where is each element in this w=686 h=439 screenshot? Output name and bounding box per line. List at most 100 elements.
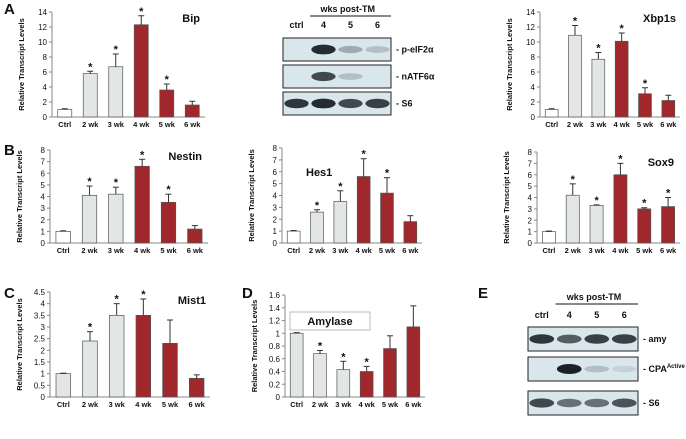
x-tick-label: 4 wk — [359, 400, 376, 409]
bar — [57, 109, 73, 118]
y-axis-label: Relative Transcript Levels — [17, 18, 26, 111]
bar — [336, 369, 351, 398]
x-tick-label: 6 wk — [402, 246, 419, 255]
y-tick-label: 2 — [273, 215, 278, 224]
significance-star: * — [139, 6, 144, 18]
error-bar — [548, 108, 555, 110]
error-bar — [112, 53, 119, 67]
blot-row-text: CPA — [649, 364, 668, 374]
bar — [55, 373, 72, 398]
error-bar — [642, 87, 648, 94]
y-axis-label: Relative Transcript Levels — [247, 149, 256, 242]
x-tick-label: 2 wk — [567, 120, 584, 129]
bar — [310, 211, 324, 244]
significance-star: * — [643, 78, 648, 90]
y-tick-label: 0.2 — [269, 380, 281, 389]
significance-star: * — [165, 74, 170, 86]
error-bar — [163, 83, 170, 90]
bar — [403, 221, 418, 244]
bar — [313, 353, 327, 398]
blot-band — [338, 45, 363, 54]
y-tick-label: 4.5 — [34, 288, 46, 297]
y-tick-label: 4 — [41, 300, 46, 309]
y-tick-label: 0 — [43, 113, 48, 122]
bar — [613, 174, 628, 244]
x-tick-label: 6 wk — [189, 400, 206, 409]
error-bar — [340, 360, 347, 370]
blot-row-text: S6 — [402, 99, 413, 109]
y-tick-label: 4 — [43, 83, 48, 92]
significance-star: * — [88, 322, 93, 334]
error-bar — [595, 52, 602, 60]
blot-row-label: - S6 — [396, 99, 413, 109]
x-tick-label: Ctrl — [287, 246, 300, 255]
panel-label: E — [478, 285, 488, 302]
bar — [661, 100, 676, 118]
y-tick-label: 6 — [531, 68, 536, 77]
x-tick-label: 5 wk — [379, 246, 396, 255]
bar — [380, 192, 394, 244]
blot-lane-label: 5 — [594, 310, 599, 320]
blot-band — [311, 44, 336, 55]
bar — [544, 109, 559, 118]
y-tick-label: 3 — [273, 203, 278, 212]
bar — [286, 230, 301, 244]
y-tick-label: 1.5 — [34, 358, 46, 367]
y-tick-label: 1.2 — [269, 317, 281, 326]
bar — [565, 194, 580, 244]
y-tick-label: 14 — [38, 8, 47, 17]
y-tick-label: 3 — [528, 205, 533, 214]
blot-row-label: - p-eIF2α — [396, 45, 434, 55]
x-tick-label: 6 wk — [184, 120, 201, 129]
x-tick-label: 5 wk — [382, 400, 399, 409]
y-tick-label: 7 — [273, 156, 278, 165]
significance-star: * — [385, 168, 390, 180]
blot-strip — [282, 64, 392, 89]
bar — [638, 93, 652, 118]
error-bar — [167, 319, 173, 344]
x-tick-label: 2 wk — [312, 400, 329, 409]
y-tick-label: 5 — [273, 180, 278, 189]
y-tick-label: 5 — [528, 182, 533, 191]
title-box — [289, 311, 371, 331]
y-tick-label: 6 — [41, 169, 46, 178]
error-bar — [314, 209, 320, 213]
significance-star: * — [318, 340, 323, 352]
panel-label: B — [4, 142, 15, 159]
blot-band — [584, 398, 610, 408]
significance-star: * — [620, 23, 625, 35]
y-tick-label: 2 — [43, 98, 48, 107]
blot-lane-label: 4 — [567, 310, 572, 320]
x-tick-label: 4 wk — [135, 400, 152, 409]
bar — [568, 34, 582, 118]
significance-star: * — [114, 177, 119, 189]
chart-title: Sox9 — [648, 157, 674, 169]
significance-star: * — [115, 294, 120, 306]
x-tick-label: 6 wk — [660, 246, 677, 255]
error-bar — [407, 215, 414, 222]
blot-band — [611, 334, 637, 344]
bar — [333, 201, 348, 244]
y-axis-label: Relative Transcript Levels — [15, 150, 24, 243]
error-bar — [112, 186, 119, 195]
blot-band — [556, 364, 582, 374]
blot-row-text: nATF6α — [402, 72, 435, 82]
x-tick-label: 4 wk — [134, 246, 151, 255]
blot-header: wks post-TM — [566, 292, 622, 302]
bar — [133, 24, 149, 118]
y-axis-label: Relative Transcript Levels — [250, 300, 259, 393]
blot-row-label: - amy — [643, 334, 667, 344]
blot-row-label: - CPAActive — [643, 364, 686, 374]
error-bar — [140, 298, 147, 316]
x-tick-label: 2 wk — [565, 246, 582, 255]
blot-band — [556, 334, 582, 344]
error-bar — [569, 183, 576, 196]
error-bar — [545, 230, 552, 232]
blot-strip — [527, 356, 639, 382]
x-tick-label: 5 wk — [159, 120, 176, 129]
y-axis-label: Relative Transcript Levels — [505, 18, 514, 111]
y-tick-label: 0 — [41, 393, 46, 402]
significance-star: * — [571, 174, 576, 186]
blot-strip — [282, 37, 392, 62]
